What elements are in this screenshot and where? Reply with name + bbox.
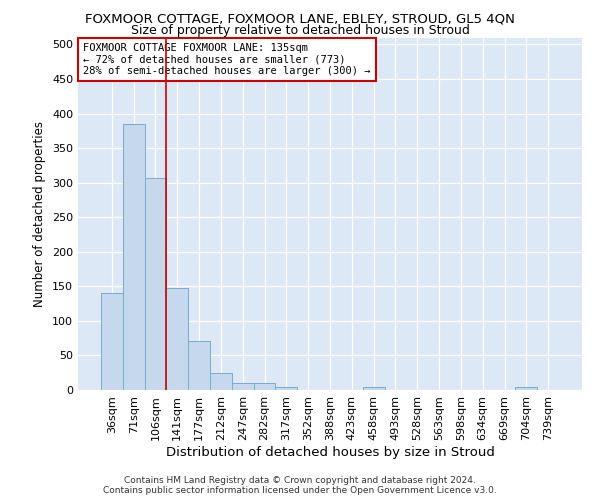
Bar — [363, 386, 385, 390]
Bar — [101, 293, 123, 390]
Bar — [123, 124, 145, 390]
Text: Size of property relative to detached houses in Stroud: Size of property relative to detached ho… — [131, 24, 469, 37]
Text: FOXMOOR COTTAGE FOXMOOR LANE: 135sqm
← 72% of detached houses are smaller (773)
: FOXMOOR COTTAGE FOXMOOR LANE: 135sqm ← 7… — [83, 43, 371, 76]
Text: Contains HM Land Registry data © Crown copyright and database right 2024.
Contai: Contains HM Land Registry data © Crown c… — [103, 476, 497, 495]
Bar — [232, 383, 254, 390]
Bar — [145, 178, 166, 390]
Text: FOXMOOR COTTAGE, FOXMOOR LANE, EBLEY, STROUD, GL5 4QN: FOXMOOR COTTAGE, FOXMOOR LANE, EBLEY, ST… — [85, 12, 515, 26]
Bar — [210, 374, 232, 390]
Bar — [188, 341, 210, 390]
Bar — [275, 386, 297, 390]
X-axis label: Distribution of detached houses by size in Stroud: Distribution of detached houses by size … — [166, 446, 494, 458]
Bar — [254, 383, 275, 390]
Y-axis label: Number of detached properties: Number of detached properties — [34, 120, 46, 306]
Bar — [515, 386, 537, 390]
Bar — [166, 288, 188, 390]
